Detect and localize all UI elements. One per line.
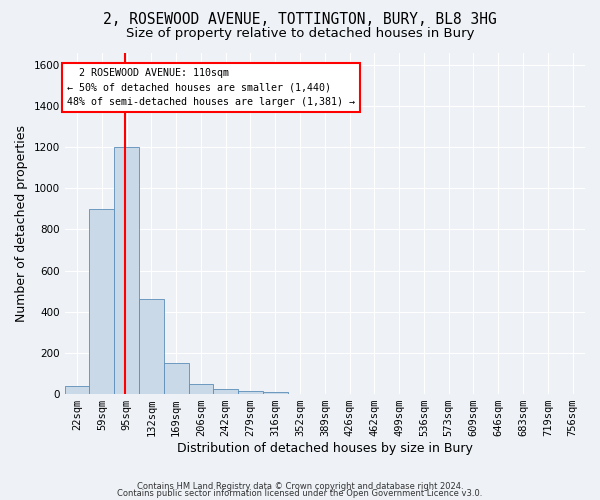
Text: 2, ROSEWOOD AVENUE, TOTTINGTON, BURY, BL8 3HG: 2, ROSEWOOD AVENUE, TOTTINGTON, BURY, BL… <box>103 12 497 28</box>
Text: Contains HM Land Registry data © Crown copyright and database right 2024.: Contains HM Land Registry data © Crown c… <box>137 482 463 491</box>
Bar <box>114 147 139 394</box>
Y-axis label: Number of detached properties: Number of detached properties <box>15 125 28 322</box>
Text: Size of property relative to detached houses in Bury: Size of property relative to detached ho… <box>126 28 474 40</box>
Bar <box>188 384 214 394</box>
Text: 2 ROSEWOOD AVENUE: 110sqm  
← 50% of detached houses are smaller (1,440)
48% of : 2 ROSEWOOD AVENUE: 110sqm ← 50% of detac… <box>67 68 355 108</box>
Bar <box>139 300 164 394</box>
Bar <box>65 386 89 394</box>
Bar <box>89 209 114 394</box>
Bar <box>263 392 287 394</box>
Bar <box>214 389 238 394</box>
X-axis label: Distribution of detached houses by size in Bury: Distribution of detached houses by size … <box>177 442 473 455</box>
Text: Contains public sector information licensed under the Open Government Licence v3: Contains public sector information licen… <box>118 490 482 498</box>
Bar <box>164 363 188 394</box>
Bar <box>238 391 263 394</box>
